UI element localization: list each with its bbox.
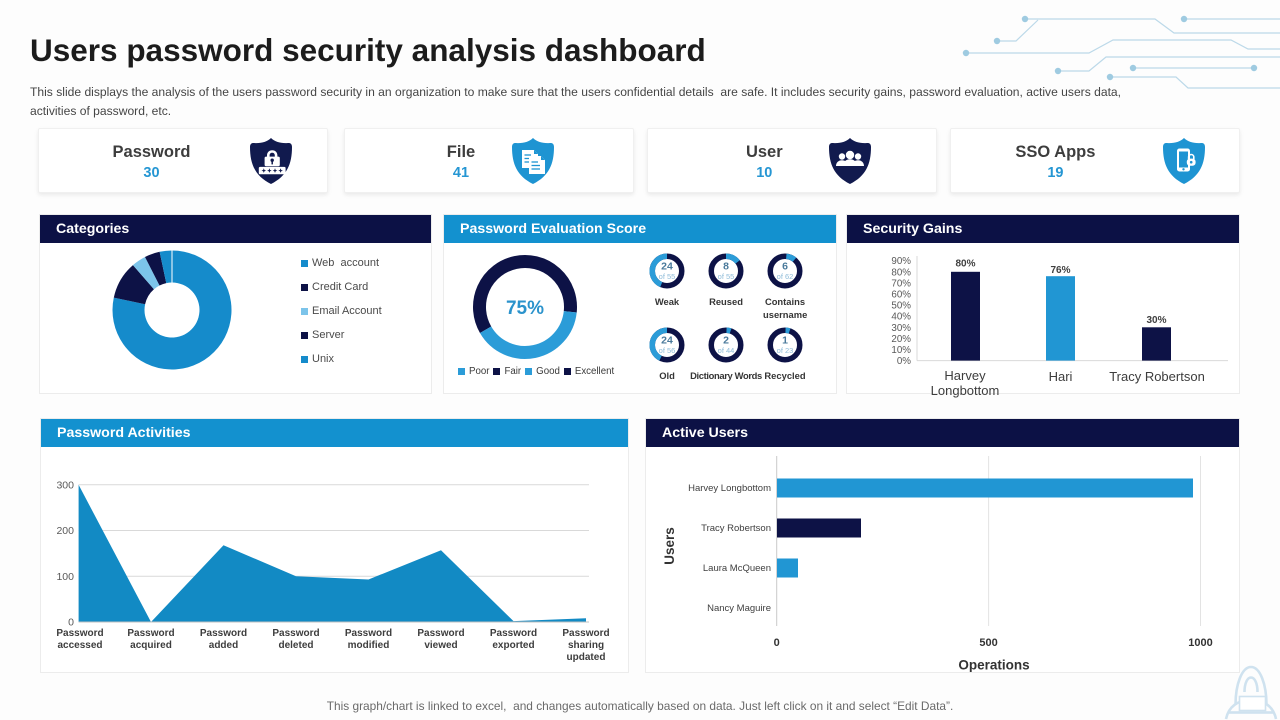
svg-text:20%: 20% xyxy=(891,334,911,345)
svg-text:80%: 80% xyxy=(891,267,911,278)
svg-text:of 55: of 55 xyxy=(659,272,676,281)
svg-text:1: 1 xyxy=(782,335,788,347)
svg-text:Password: Password xyxy=(490,628,537,639)
svg-text:Password: Password xyxy=(562,628,609,639)
svg-text:80%: 80% xyxy=(955,258,975,269)
svg-text:75%: 75% xyxy=(506,298,544,319)
svg-text:Password: Password xyxy=(272,628,319,639)
svg-text:Password: Password xyxy=(417,628,464,639)
svg-text:acquired: acquired xyxy=(130,640,172,651)
svg-text:added: added xyxy=(209,640,238,651)
svg-text:Password: Password xyxy=(345,628,392,639)
svg-text:viewed: viewed xyxy=(424,640,457,651)
svg-text:Tracy Robertson: Tracy Robertson xyxy=(701,523,771,534)
svg-text:0%: 0% xyxy=(897,356,911,367)
svg-text:1000: 1000 xyxy=(1188,637,1212,649)
svg-text:76%: 76% xyxy=(1050,265,1070,276)
svg-text:24: 24 xyxy=(661,335,673,347)
svg-text:of 23: of 23 xyxy=(777,346,794,355)
svg-text:Operations: Operations xyxy=(958,658,1029,673)
svg-text:200: 200 xyxy=(56,525,74,537)
svg-text:of 56: of 56 xyxy=(659,346,676,355)
svg-text:of 44: of 44 xyxy=(718,346,735,355)
svg-text:of 55: of 55 xyxy=(718,272,735,281)
svg-text:updated: updated xyxy=(567,652,606,663)
svg-text:Nancy Maguire: Nancy Maguire xyxy=(707,603,771,614)
svg-text:Password: Password xyxy=(56,628,103,639)
svg-text:6: 6 xyxy=(782,261,788,273)
svg-text:Laura McQueen: Laura McQueen xyxy=(703,563,771,574)
svg-text:2: 2 xyxy=(723,335,729,347)
svg-text:90%: 90% xyxy=(891,256,911,267)
svg-text:30%: 30% xyxy=(1146,315,1166,326)
svg-text:24: 24 xyxy=(661,261,673,273)
svg-text:of 62: of 62 xyxy=(777,272,794,281)
svg-text:300: 300 xyxy=(56,480,74,492)
svg-text:Password: Password xyxy=(200,628,247,639)
svg-text:Users: Users xyxy=(662,527,677,565)
svg-text:deleted: deleted xyxy=(278,640,313,651)
svg-text:50%: 50% xyxy=(891,301,911,312)
svg-text:500: 500 xyxy=(979,637,997,649)
svg-text:0: 0 xyxy=(774,637,780,649)
svg-text:60%: 60% xyxy=(891,290,911,301)
svg-text:10%: 10% xyxy=(891,345,911,356)
svg-text:8: 8 xyxy=(723,261,729,273)
svg-text:exported: exported xyxy=(492,640,534,651)
svg-text:100: 100 xyxy=(56,571,74,583)
svg-text:0: 0 xyxy=(68,617,74,629)
svg-text:sharing: sharing xyxy=(568,640,604,651)
svg-text:Harvey Longbottom: Harvey Longbottom xyxy=(688,483,771,494)
svg-text:40%: 40% xyxy=(891,312,911,323)
svg-text:70%: 70% xyxy=(891,278,911,289)
svg-text:accessed: accessed xyxy=(57,640,102,651)
svg-text:modified: modified xyxy=(348,640,390,651)
svg-text:Password: Password xyxy=(127,628,174,639)
svg-text:30%: 30% xyxy=(891,323,911,334)
